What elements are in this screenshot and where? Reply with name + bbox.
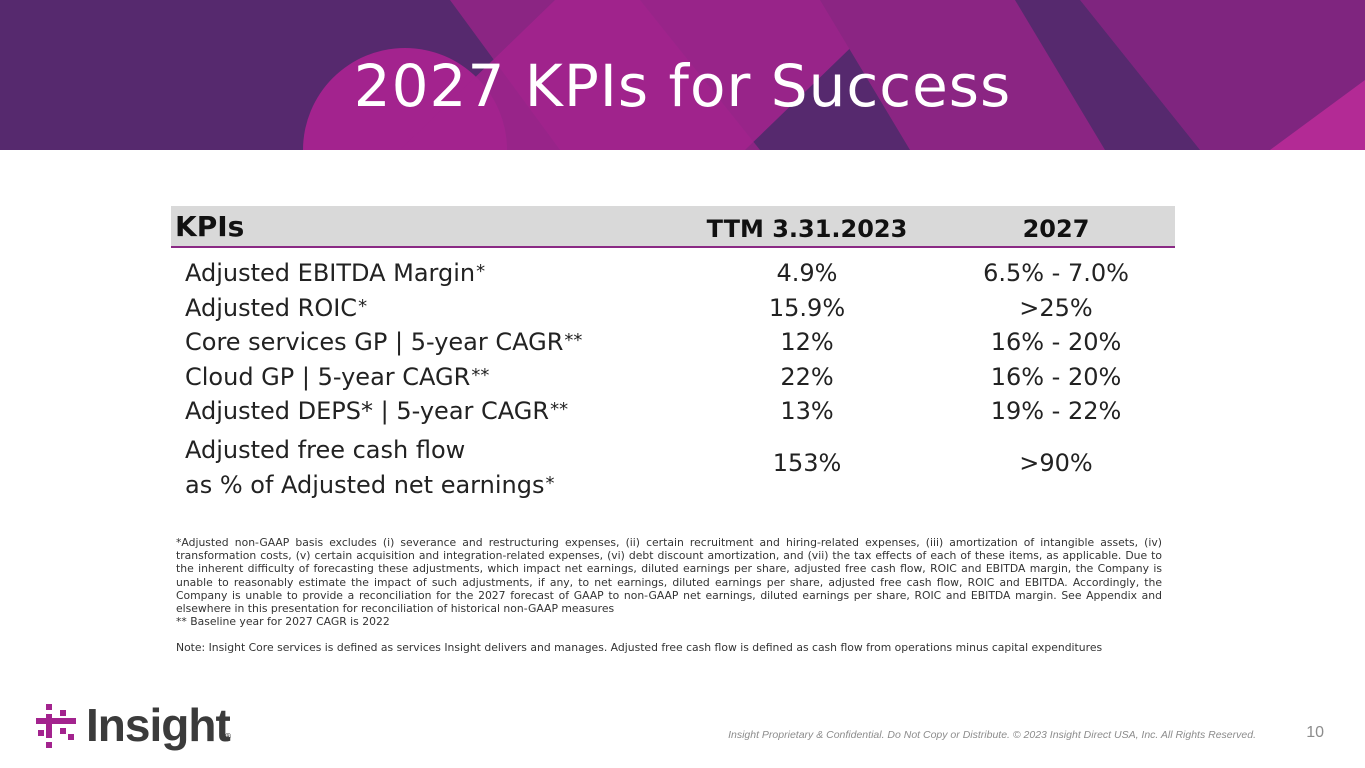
note-footnote: Note: Insight Core services is defined a… [176, 641, 1103, 655]
header-ttm: TTM 3.31.2023 [706, 215, 908, 243]
target-value: >25% [1019, 293, 1093, 322]
kpi-name: Adjusted free cash flow as % of Adjusted … [185, 435, 555, 499]
kpi-table: KPIs TTM 3.31.2023 2027 Adjusted EBITDA … [171, 206, 1175, 503]
slide-title: 2027 KPIs for Success [353, 52, 1012, 120]
page-number: 10 [1306, 724, 1324, 741]
table-row: Adjusted DEPS* | 5-year CAGR** 13% 19% -… [171, 394, 1175, 429]
target-value: 19% - 22% [990, 397, 1122, 425]
target-value: 16% - 20% [990, 362, 1122, 391]
ttm-value: 153% [772, 448, 842, 477]
insight-logo: Insight ® [36, 699, 246, 754]
non-gaap-footnote: *Adjusted non-GAAP basis excludes (i) se… [176, 536, 1162, 616]
footnotes: *Adjusted non-GAAP basis excludes (i) se… [176, 536, 1162, 655]
kpi-name: Cloud GP | 5-year CAGR** [185, 362, 490, 391]
ttm-value: 15.9% [768, 293, 846, 322]
ttm-value: 22% [780, 362, 834, 391]
kpi-name: Adjusted DEPS* | 5-year CAGR** [185, 397, 569, 425]
insight-mark-icon [36, 704, 76, 748]
kpi-name: Adjusted ROIC* [185, 293, 368, 322]
kpi-name: Adjusted EBITDA Margin* [185, 259, 486, 287]
confidentiality-notice: Insight Proprietary & Confidential. Do N… [728, 729, 1256, 741]
banner-decoration [303, 0, 1365, 150]
table-row: Adjusted ROIC* 15.9% >25% [171, 291, 1175, 326]
logo-registered: ® [224, 732, 232, 741]
target-value: 6.5% - 7.0% [983, 259, 1129, 287]
kpi-name: Core services GP | 5-year CAGR** [185, 328, 583, 356]
table-row: Cloud GP | 5-year CAGR** 22% 16% - 20% [171, 360, 1175, 395]
ttm-value: 13% [780, 397, 834, 425]
header-kpis: KPIs [175, 210, 245, 243]
table-header: KPIs TTM 3.31.2023 2027 [171, 206, 1175, 248]
logo-wordmark: Insight [86, 699, 231, 751]
table-row: Adjusted free cash flow as % of Adjusted … [171, 433, 1175, 503]
baseline-footnote: ** Baseline year for 2027 CAGR is 2022 [176, 615, 390, 629]
ttm-value: 12% [780, 328, 834, 356]
target-value: 16% - 20% [990, 328, 1122, 356]
header-2027: 2027 [1022, 215, 1090, 243]
target-value: >90% [1019, 448, 1093, 477]
title-banner: 2027 KPIs for Success [0, 0, 1365, 150]
ttm-value: 4.9% [776, 259, 838, 287]
table-row: Adjusted EBITDA Margin* 4.9% 6.5% - 7.0% [171, 256, 1175, 291]
table-row: Core services GP | 5-year CAGR** 12% 16%… [171, 325, 1175, 360]
